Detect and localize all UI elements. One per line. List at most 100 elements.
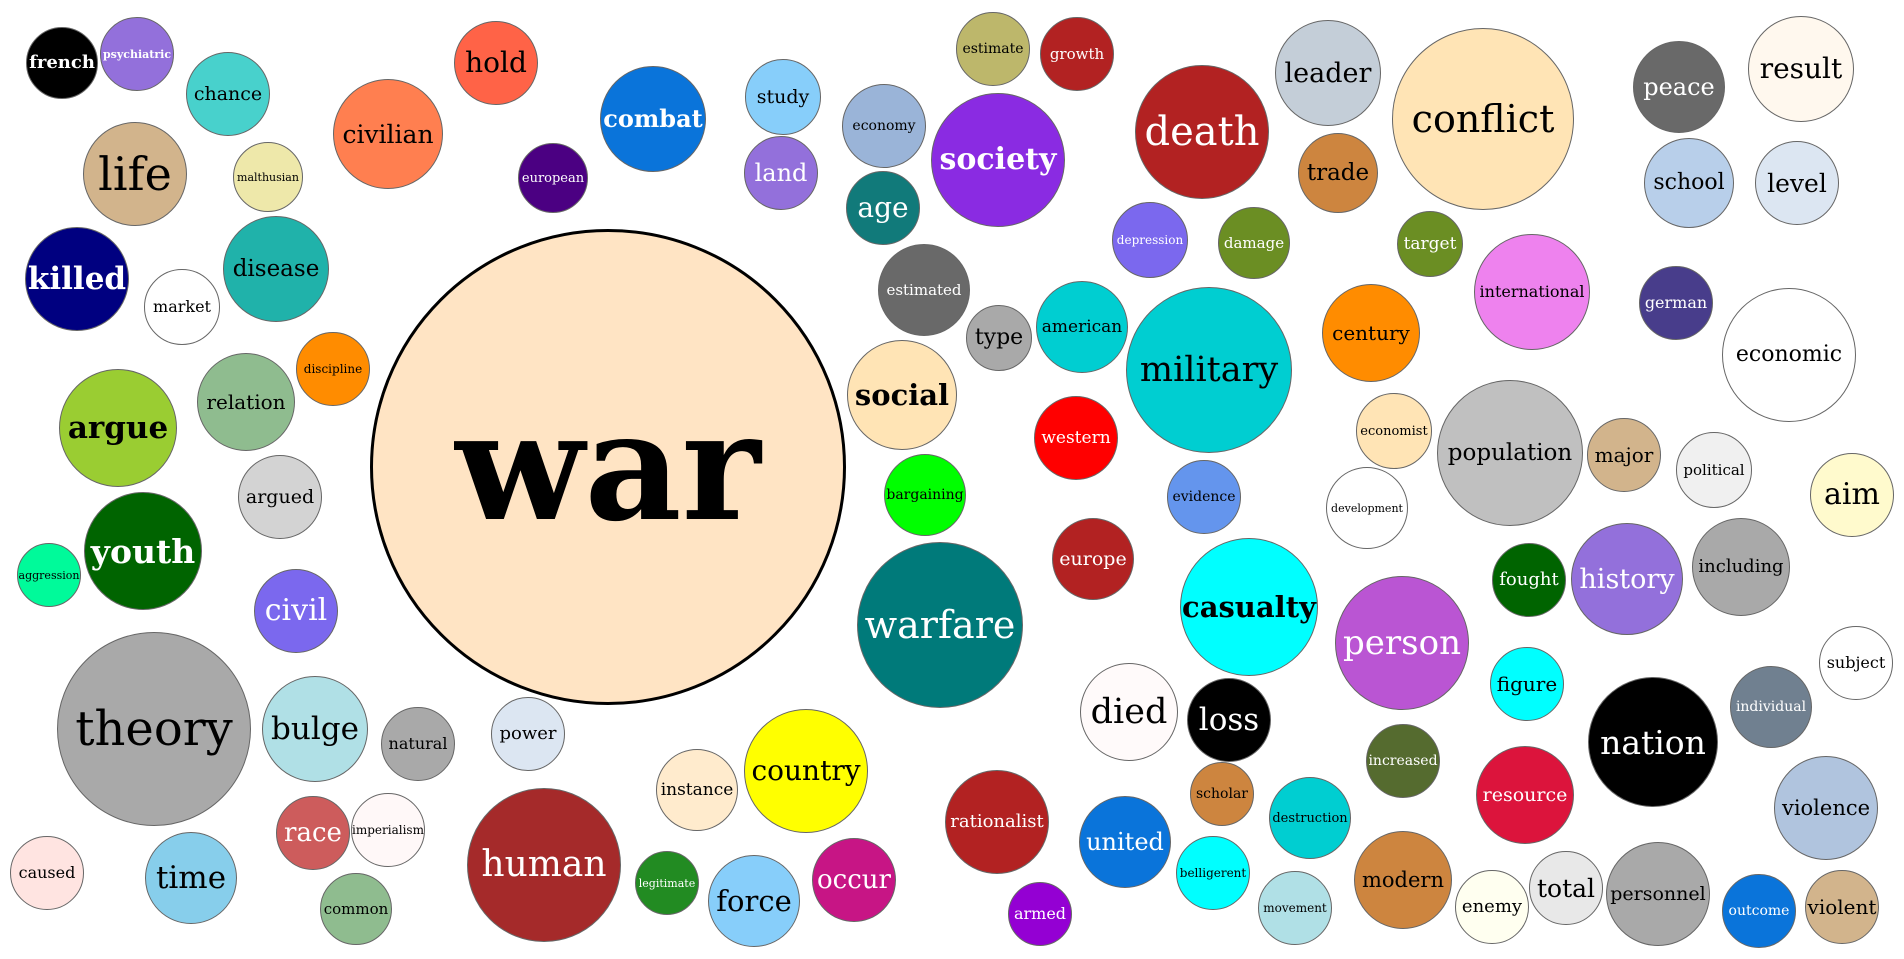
bubble-label: german [1644, 293, 1708, 312]
bubble-peace: peace [1633, 41, 1725, 133]
bubble-civil: civil [254, 569, 338, 653]
bubble-depression: depression [1112, 202, 1188, 278]
bubble-bulge: bulge [262, 676, 368, 782]
bubble-label: school [1653, 170, 1725, 195]
bubble-label: market [153, 297, 211, 316]
bubble-label: population [1447, 439, 1573, 466]
bubble-personnel: personnel [1606, 842, 1710, 946]
bubble-label: personnel [1610, 882, 1706, 905]
bubble-died: died [1080, 663, 1178, 761]
bubble-label: military [1139, 349, 1279, 390]
bubble-label: enemy [1461, 896, 1523, 917]
bubble-loss: loss [1187, 678, 1271, 762]
bubble-label: civil [264, 593, 328, 628]
bubble-political: political [1676, 432, 1752, 508]
bubble-market: market [144, 269, 220, 345]
bubble-force: force [708, 855, 800, 947]
bubble-label: growth [1049, 44, 1105, 63]
bubble-label: development [1331, 501, 1403, 515]
bubble-label: violence [1781, 795, 1871, 820]
bubble-label: modern [1362, 867, 1444, 892]
bubble-label: type [974, 325, 1024, 350]
bubble-label: belligerent [1179, 866, 1247, 880]
bubble-human: human [467, 788, 621, 942]
bubble-label: nation [1600, 722, 1706, 762]
bubble-label: discipline [303, 362, 363, 376]
bubble-nation: nation [1588, 677, 1718, 807]
bubble-label: rationalist [950, 811, 1044, 832]
bubble-person: person [1335, 576, 1469, 710]
bubble-age: age [846, 171, 920, 245]
bubble-label: peace [1643, 73, 1715, 101]
bubble-label: study [756, 85, 810, 108]
bubble-occur: occur [812, 838, 896, 922]
bubble-aggression: aggression [17, 543, 81, 607]
bubble-label: caused [18, 863, 76, 882]
bubble-level: level [1755, 141, 1839, 225]
bubble-label: violent [1807, 895, 1877, 919]
bubble-result: result [1748, 16, 1854, 122]
bubble-label: european [521, 170, 585, 186]
bubble-europe: europe [1052, 518, 1134, 600]
bubble-economist: economist [1356, 393, 1432, 469]
bubble-label: instance [660, 779, 734, 800]
bubble-population: population [1437, 380, 1583, 526]
bubble-german: german [1639, 266, 1713, 340]
bubble-economy: economy [842, 84, 926, 168]
bubble-scholar: scholar [1190, 762, 1254, 826]
bubble-label: western [1041, 427, 1111, 448]
bubble-label: evidence [1172, 489, 1236, 505]
bubble-power: power [491, 697, 565, 771]
bubble-label: legitimate [638, 876, 696, 890]
bubble-label: theory [75, 701, 233, 757]
bubble-label: estimated [886, 280, 962, 299]
bubble-label: level [1767, 168, 1827, 198]
bubble-label: outcome [1728, 903, 1790, 919]
bubble-label: common [323, 899, 389, 918]
bubble-study: study [745, 59, 821, 135]
bubble-label: aim [1824, 477, 1880, 512]
bubble-including: including [1692, 518, 1790, 616]
bubble-label: social [854, 377, 950, 412]
bubble-death: death [1135, 65, 1269, 199]
bubble-land: land [744, 136, 818, 210]
bubble-label: country [751, 754, 861, 787]
bubble-french: french [26, 27, 98, 99]
bubble-label: history [1579, 563, 1675, 595]
bubble-hold: hold [454, 21, 538, 105]
bubble-fought: fought [1492, 543, 1566, 617]
bubble-figure: figure [1490, 647, 1564, 721]
bubble-malthusian: malthusian [233, 142, 303, 212]
bubble-disease: disease [223, 216, 329, 322]
bubble-label: damage [1223, 233, 1285, 252]
bubble-casualty: casualty [1180, 538, 1318, 676]
bubble-label: united [1086, 828, 1164, 856]
bubble-label: time [155, 859, 227, 896]
bubble-label: resource [1482, 783, 1568, 806]
bubble-label: armed [1013, 904, 1067, 923]
bubble-target: target [1397, 211, 1463, 277]
bubble-label: europe [1059, 547, 1127, 570]
bubble-label: leader [1284, 57, 1372, 89]
bubble-outcome: outcome [1722, 874, 1796, 948]
bubble-relation: relation [197, 353, 295, 451]
bubble-label: economist [1360, 423, 1428, 439]
bubble-label: bulge [271, 710, 359, 747]
bubble-history: history [1571, 523, 1683, 635]
bubble-conflict: conflict [1392, 28, 1574, 210]
bubble-label: political [1683, 460, 1745, 479]
bubble-type: type [966, 305, 1032, 371]
bubble-european: european [518, 143, 588, 213]
bubble-label: aggression [18, 568, 80, 582]
bubble-label: casualty [1182, 589, 1316, 624]
bubble-label: economy [852, 118, 916, 134]
bubble-label: natural [388, 734, 448, 753]
bubble-international: international [1474, 234, 1590, 350]
bubble-rationalist: rationalist [945, 770, 1049, 874]
bubble-theory: theory [57, 632, 251, 826]
bubble-military: military [1126, 287, 1292, 453]
bubble-argue: argue [59, 369, 177, 487]
bubble-youth: youth [84, 492, 202, 610]
bubble-evidence: evidence [1167, 460, 1241, 534]
bubble-century: century [1322, 284, 1420, 382]
